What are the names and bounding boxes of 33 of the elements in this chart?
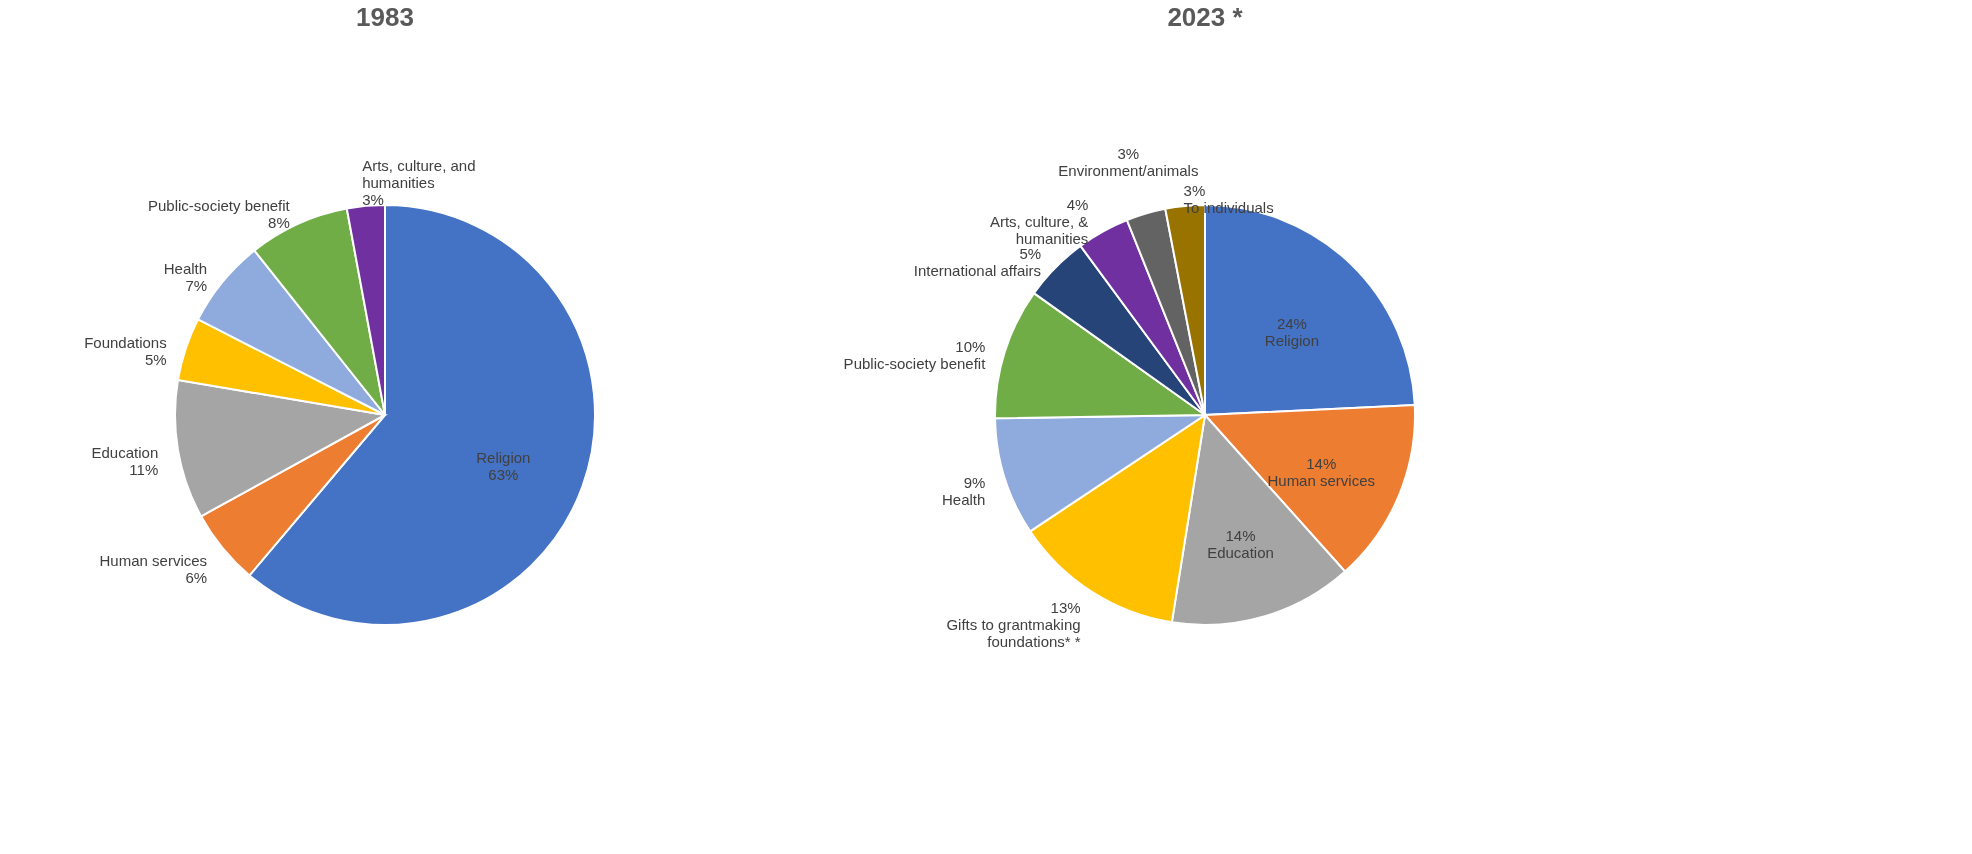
slice-label: Public-society benefit [843, 354, 987, 372]
data-label: 11% [129, 461, 159, 479]
data-label: 14% [1225, 526, 1256, 544]
data-label: 4% [1066, 196, 1089, 214]
slice-label: Human services [99, 551, 208, 569]
data-label: 13% [1050, 599, 1081, 617]
slice-label: Education [91, 444, 159, 462]
slice-label: Environment/animals [1058, 162, 1199, 180]
chart-title: 1983 [356, 2, 414, 32]
data-label: 3% [1117, 145, 1140, 163]
slice-label: Arts, culture, and humanities [362, 157, 476, 192]
data-label: 5% [145, 350, 167, 368]
data-label: 9% [963, 474, 986, 492]
data-label: 14% [1306, 454, 1337, 472]
data-label: 3% [362, 191, 384, 209]
slice-label: Health [163, 260, 208, 278]
data-label: 8% [268, 213, 290, 231]
slice-label: Public-society benefit [147, 196, 291, 214]
slice-label: Foundations [84, 333, 167, 351]
data-label: 3% [1183, 182, 1206, 200]
data-label: 10% [955, 337, 986, 355]
slice-label: International affairs [913, 261, 1042, 279]
data-label: 24% [1276, 314, 1307, 332]
data-label: 63% [488, 466, 519, 484]
data-label: 7% [185, 277, 208, 295]
slice-label: Religion [1264, 331, 1320, 349]
data-label: 6% [185, 568, 208, 586]
slice-label: Health [942, 491, 986, 509]
slice-label: Religion [476, 449, 531, 467]
slice-label: Gifts to grantmaking foundations* * [946, 616, 1081, 651]
chart-title: 2023 * [1167, 2, 1244, 32]
slice-label: Education [1207, 543, 1274, 561]
slice-label: Human services [1267, 471, 1375, 489]
